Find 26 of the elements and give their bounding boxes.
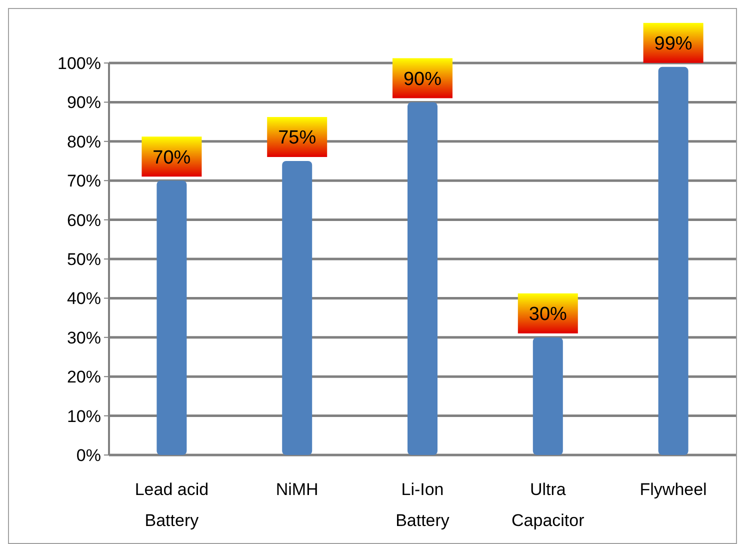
bar: [408, 102, 438, 455]
y-tick-label: 40%: [66, 289, 101, 308]
x-tick-label: Lead acid Battery: [134, 480, 209, 530]
y-tick-label: 60%: [66, 210, 101, 230]
y-tick-label: 50%: [66, 250, 101, 269]
data-label: 70%: [152, 147, 191, 168]
y-tick-label: 20%: [66, 368, 101, 387]
y-tick-label: 0%: [76, 446, 101, 465]
data-label: 30%: [528, 304, 568, 326]
y-tick-label: 30%: [66, 328, 101, 348]
x-tick-label: NiMH: [276, 480, 318, 499]
bar: [156, 180, 187, 455]
y-tick-label: 90%: [66, 93, 101, 112]
y-tick-label: 100%: [58, 54, 101, 73]
data-label: 90%: [403, 68, 442, 90]
data-label: 99%: [654, 34, 692, 55]
bar: [658, 66, 688, 455]
x-tick-label: Ultra Capacitor: [512, 480, 585, 530]
bar: [532, 337, 563, 455]
y-tick-label: 70%: [66, 172, 101, 191]
y-tick-label: 10%: [66, 406, 101, 426]
bar: [282, 161, 312, 455]
y-tick-label: 80%: [66, 132, 101, 152]
data-label: 75%: [278, 128, 316, 149]
x-tick-label: Flywheel: [640, 480, 707, 499]
x-tick-label: Li-Ion Battery: [396, 480, 450, 530]
